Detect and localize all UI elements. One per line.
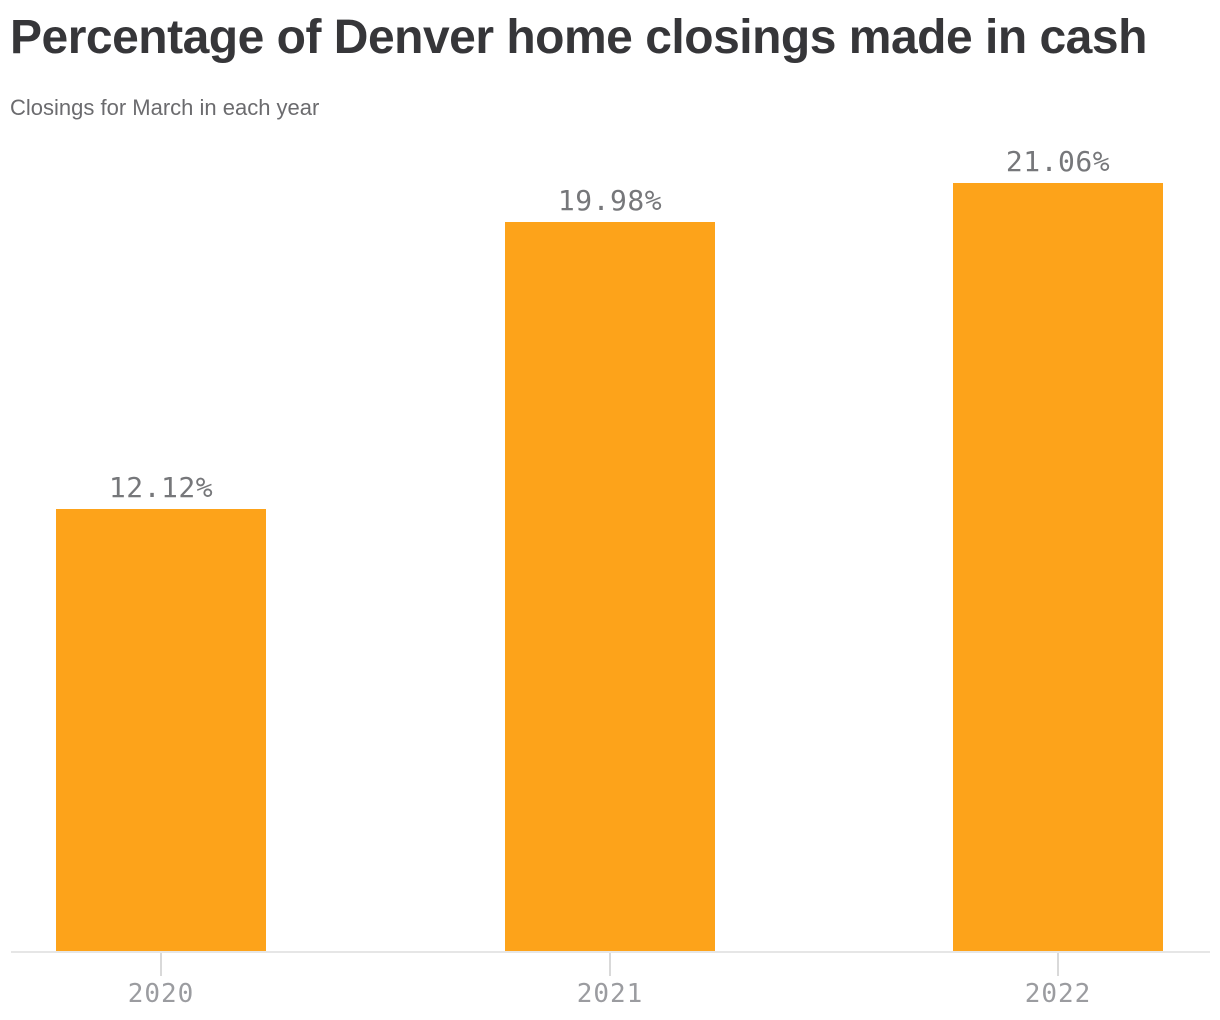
- x-axis-tick-label-2020: 2020: [127, 979, 195, 1009]
- bar-2022: [953, 183, 1163, 951]
- chart-title: Percentage of Denver home closings made …: [10, 11, 1147, 64]
- x-axis-tick-label-2022: 2022: [1024, 979, 1092, 1009]
- x-axis-tick-2021: [609, 953, 611, 976]
- bar-value-label-2020: 12.12%: [108, 471, 214, 504]
- x-axis-line: [11, 951, 1210, 953]
- x-axis-tick-label-2021: 2021: [576, 979, 644, 1009]
- bar-2020: [56, 509, 266, 951]
- bar-value-label-2022: 21.06%: [1005, 145, 1111, 178]
- x-axis-tick-2022: [1057, 953, 1059, 976]
- bar-2021: [505, 222, 715, 951]
- x-axis-tick-2020: [160, 953, 162, 976]
- chart-subtitle: Closings for March in each year: [10, 95, 320, 120]
- bar-value-label-2021: 19.98%: [557, 184, 663, 217]
